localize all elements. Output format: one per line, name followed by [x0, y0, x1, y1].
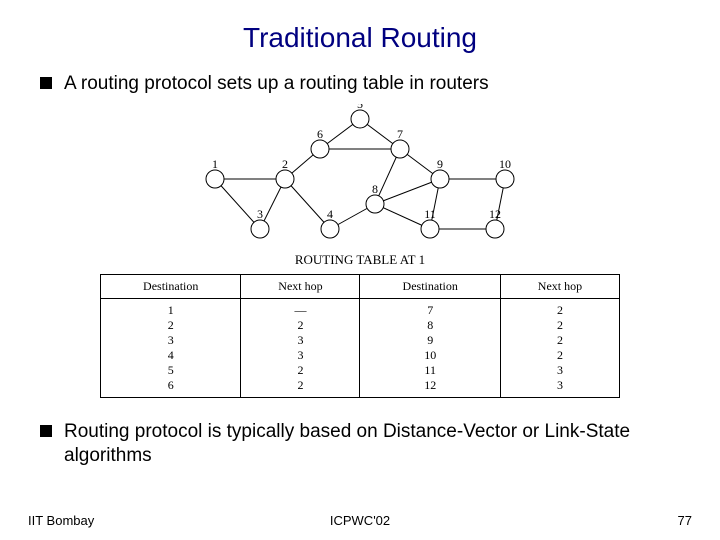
- dest-cell: 78 9 10 11 12: [360, 298, 500, 397]
- graph-node: [496, 170, 514, 188]
- graph-node: [321, 220, 339, 238]
- graph-node-label: 4: [327, 207, 333, 221]
- bullet-text: A routing protocol sets up a routing tab…: [64, 72, 489, 96]
- bullet-square-icon: [40, 77, 52, 89]
- network-diagram: 123456789101112: [0, 104, 720, 244]
- graph-node-label: 10: [499, 157, 511, 171]
- graph-node: [351, 110, 369, 128]
- graph-node: [421, 220, 439, 238]
- routing-table-wrap: Destination Next hop Destination Next ho…: [0, 274, 720, 398]
- table-header-row: Destination Next hop Destination Next ho…: [101, 274, 620, 298]
- graph-node-label: 12: [489, 207, 501, 221]
- graph-node: [276, 170, 294, 188]
- bullet-square-icon: [40, 425, 52, 437]
- bullet-item: A routing protocol sets up a routing tab…: [40, 72, 680, 96]
- footer-center: ICPWC'02: [0, 513, 720, 528]
- footer-right: 77: [678, 513, 692, 528]
- nexthop-cell: 22 2 2 3 3: [500, 298, 619, 397]
- graph-node-label: 9: [437, 157, 443, 171]
- graph-node-label: 6: [317, 127, 323, 141]
- col-header: Next hop: [500, 274, 619, 298]
- nexthop-cell: —2 3 3 2 2: [241, 298, 360, 397]
- graph-node-label: 1: [212, 157, 218, 171]
- col-header: Next hop: [241, 274, 360, 298]
- table-row: 123456 —2 3 3 2 2 78 9 10 11 12 22 2 2 3…: [101, 298, 620, 397]
- col-header: Destination: [360, 274, 500, 298]
- graph-edge: [285, 179, 330, 229]
- table-caption: ROUTING TABLE AT 1: [0, 252, 720, 268]
- bullet-text: Routing protocol is typically based on D…: [64, 420, 680, 468]
- bullet-list-2: Routing protocol is typically based on D…: [0, 420, 720, 468]
- graph-svg: 123456789101112: [185, 104, 535, 244]
- graph-node: [366, 195, 384, 213]
- graph-node-label: 5: [357, 104, 363, 111]
- dest-cell: 123456: [101, 298, 241, 397]
- graph-node-label: 11: [424, 207, 436, 221]
- graph-node-label: 2: [282, 157, 288, 171]
- graph-node-label: 3: [257, 207, 263, 221]
- footer-left: IIT Bombay: [28, 513, 94, 528]
- graph-node: [251, 220, 269, 238]
- slide-footer: IIT Bombay ICPWC'02 77: [0, 513, 720, 528]
- bullet-item: Routing protocol is typically based on D…: [40, 420, 680, 468]
- graph-node: [206, 170, 224, 188]
- routing-table: Destination Next hop Destination Next ho…: [100, 274, 620, 398]
- graph-node: [486, 220, 504, 238]
- col-header: Destination: [101, 274, 241, 298]
- graph-node: [431, 170, 449, 188]
- graph-node-label: 8: [372, 182, 378, 196]
- graph-node-label: 7: [397, 127, 403, 141]
- bullet-list-1: A routing protocol sets up a routing tab…: [0, 72, 720, 96]
- graph-node: [311, 140, 329, 158]
- graph-edge: [215, 179, 260, 229]
- page-title: Traditional Routing: [0, 0, 720, 72]
- graph-node: [391, 140, 409, 158]
